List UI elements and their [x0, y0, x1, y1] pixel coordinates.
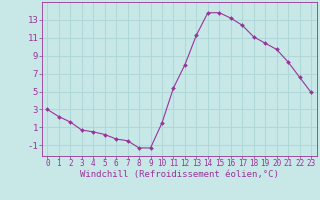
X-axis label: Windchill (Refroidissement éolien,°C): Windchill (Refroidissement éolien,°C) — [80, 170, 279, 179]
